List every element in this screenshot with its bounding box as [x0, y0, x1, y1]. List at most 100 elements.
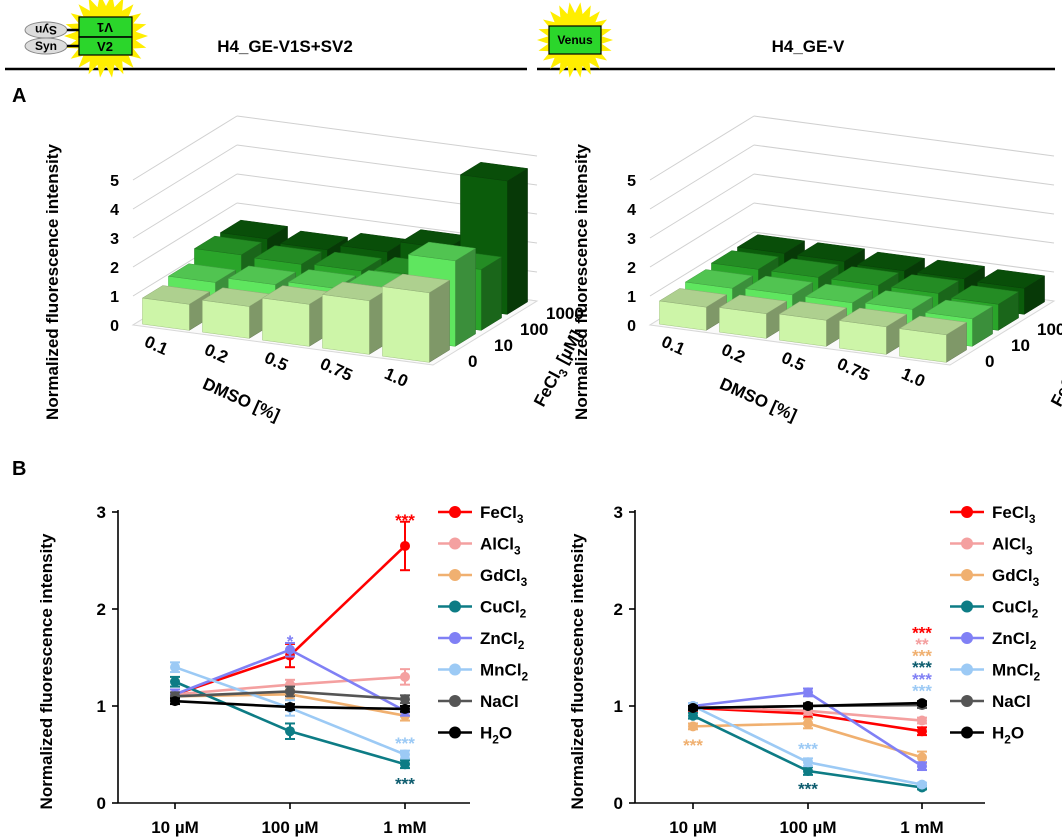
gridline	[132, 173, 238, 239]
z-tick-label: 1000	[546, 304, 584, 323]
y-tick-label: 4	[627, 202, 636, 219]
significance-marker: ***	[912, 647, 932, 666]
bar-top	[898, 315, 968, 336]
bar-0-0.2	[201, 287, 271, 339]
legend-marker	[961, 506, 973, 518]
bar-0-0.75	[838, 307, 908, 355]
data-point	[170, 662, 180, 673]
significance-marker: ***	[798, 740, 818, 759]
data-point	[803, 701, 813, 711]
y-tick-label: 3	[627, 231, 636, 248]
legend-marker	[449, 600, 461, 613]
series-h2o	[688, 698, 927, 713]
data-point	[400, 759, 410, 770]
bar-top	[736, 234, 806, 254]
bar-top	[227, 265, 297, 285]
venus-label: Venus	[557, 33, 593, 47]
v1-label: V1	[97, 20, 113, 35]
y-tick-label: 1	[627, 289, 636, 306]
legend-marker	[961, 632, 973, 644]
gridline	[132, 144, 238, 210]
y-tick-label: 2	[110, 260, 119, 277]
data-point	[917, 752, 927, 763]
bar-top	[710, 250, 780, 270]
gridline	[649, 115, 755, 181]
x-tick-label: 0.2	[719, 340, 748, 367]
data-point	[803, 765, 813, 776]
legend-label: AlCl3	[480, 535, 521, 558]
gridline	[649, 173, 755, 239]
legend-label: FeCl3	[480, 503, 524, 526]
y-tick-label: 1	[614, 697, 623, 716]
data-point	[688, 710, 698, 721]
legend-label: ZnCl2	[992, 629, 1037, 652]
bar-0-1.0	[381, 273, 451, 363]
bar-top	[916, 259, 986, 280]
legend-label: CuCl2	[992, 598, 1039, 621]
data-point	[285, 644, 295, 655]
bar-top	[381, 273, 451, 294]
bar-top	[167, 263, 237, 283]
x-tick-label: 1 mM	[383, 818, 426, 837]
z-tick-label: 0	[985, 352, 994, 371]
y-tick-label: 4	[110, 202, 119, 219]
legend-marker	[449, 726, 461, 739]
significance-marker: ***	[912, 670, 932, 689]
data-point	[285, 686, 295, 697]
bar-0-0.75	[321, 281, 391, 355]
data-point	[400, 703, 410, 714]
significance-marker: ***	[912, 681, 932, 700]
chart-line-right: 0 1 2 3 10 µM 100 µM 1 mM Normalized fluorescen…	[568, 503, 1041, 837]
bar-top	[744, 275, 814, 296]
legend-marker	[961, 663, 973, 676]
legend-marker	[449, 506, 461, 518]
legend-marker	[449, 569, 461, 581]
bar-top	[924, 299, 994, 320]
syn-flipped-label: Syn	[35, 23, 57, 37]
bar-top	[830, 266, 900, 286]
x-tick-label: 0.2	[202, 340, 231, 367]
gridline	[649, 144, 755, 210]
bar-top	[141, 285, 211, 305]
y-tick-label: 5	[627, 173, 636, 190]
bar-top	[253, 245, 323, 265]
data-point	[400, 694, 410, 705]
series-h2o	[170, 696, 410, 714]
x-tick-label: 1 mM	[900, 818, 943, 837]
gridline	[753, 202, 1055, 244]
chart-line-left: 0 1 2 3 10 µM 100 µM 1 mM Normalized fluorescen…	[37, 503, 529, 837]
bar-top	[684, 269, 754, 289]
significance-marker: **	[915, 635, 929, 654]
gridline	[753, 144, 1055, 186]
z-axis-title: FeCl3 [µM]	[1047, 327, 1062, 412]
gridline	[753, 231, 1055, 273]
legend-label: NaCl	[992, 692, 1031, 711]
bar-top	[856, 251, 926, 272]
bar-0-0.5	[778, 301, 848, 347]
bar-top	[459, 161, 529, 182]
significance-marker: ***	[912, 623, 932, 642]
bar-0-1.0	[898, 315, 968, 363]
bar-top	[804, 283, 874, 304]
x-tick-label: 100 µM	[261, 818, 318, 837]
legend-marker	[961, 537, 973, 550]
bar-side	[507, 168, 528, 315]
bar-front	[382, 286, 430, 363]
bar-top	[950, 285, 1020, 305]
gridline	[649, 202, 755, 268]
legend-label: CuCl2	[480, 598, 527, 621]
bar-top	[796, 242, 866, 262]
y-tick-label: 2	[614, 600, 623, 619]
legend-label: MnCl2	[480, 661, 529, 684]
bar-top	[658, 288, 728, 308]
bar-top	[287, 269, 357, 289]
x-tick-label: 0.5	[262, 348, 291, 375]
panel-label-a: A	[12, 85, 26, 107]
y-tick-label: 3	[97, 503, 106, 522]
gridline	[649, 231, 755, 297]
significance-marker: ***	[798, 779, 818, 798]
legend-label: ZnCl2	[480, 629, 525, 652]
